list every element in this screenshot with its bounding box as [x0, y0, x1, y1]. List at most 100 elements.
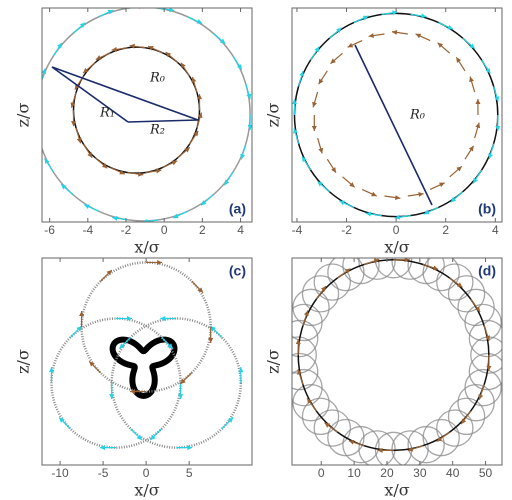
arrow-head	[187, 445, 193, 451]
arrow-head	[180, 378, 186, 384]
arrow-head	[404, 258, 410, 263]
radius-label: R₁	[99, 106, 115, 121]
ring-loop	[342, 258, 380, 285]
arrow-head	[193, 130, 199, 137]
arrow-head	[236, 64, 242, 70]
x-axis-label: x/σ	[134, 238, 159, 257]
arrow-head	[297, 369, 302, 375]
arrow-head	[101, 163, 108, 169]
ring-loop	[468, 352, 502, 391]
x-tick-label: -4	[82, 223, 93, 237]
arrow-head	[436, 436, 443, 442]
arrow-head	[365, 211, 372, 217]
arrow-head	[100, 445, 106, 451]
ring-loop	[457, 383, 495, 422]
arrow-head	[70, 102, 76, 108]
arrow-head	[324, 422, 331, 428]
x-tick-label: 0	[318, 466, 325, 480]
x-tick-label: 5	[186, 466, 193, 480]
ring-loop	[391, 258, 429, 280]
x-axis-label: x/σ	[384, 481, 409, 500]
x-axis-label: x/σ	[134, 481, 159, 500]
arrow-head	[61, 184, 67, 190]
trajectory	[297, 259, 490, 452]
frame	[41, 7, 253, 223]
arrow-head	[472, 177, 478, 184]
plot-area	[48, 259, 244, 451]
ring-loop	[301, 397, 340, 436]
x-tick-label: 0	[161, 223, 168, 237]
ring-loop	[301, 275, 340, 313]
ring-loop	[391, 430, 429, 465]
arrow-head	[155, 168, 162, 174]
arrow-head	[488, 153, 493, 159]
arrow-head	[450, 197, 457, 203]
arrow-head	[44, 158, 50, 164]
ring-loop	[358, 430, 396, 465]
arrow-head	[469, 43, 475, 49]
arrow-head	[84, 204, 90, 209]
arrow-head	[485, 67, 491, 74]
arrow-head	[475, 306, 481, 312]
frame	[41, 257, 253, 466]
arrow-head	[148, 46, 154, 51]
arrow-head	[79, 311, 85, 316]
arrow-head	[87, 152, 93, 158]
arrow-head	[136, 434, 142, 441]
arrow-head	[336, 27, 342, 33]
arrow-head	[112, 215, 118, 221]
y-axis-label: z/σ	[264, 349, 283, 374]
arrow-head	[407, 446, 414, 452]
arrow-head	[129, 43, 135, 49]
arrow-head	[418, 191, 424, 197]
arrow-head	[48, 367, 54, 373]
arrow-head	[83, 67, 89, 74]
arrow-head	[394, 214, 401, 220]
arrow-head	[89, 361, 95, 367]
arrow-head	[107, 9, 114, 15]
plot-area	[36, 8, 252, 222]
radius-label: R₀	[149, 71, 166, 86]
arrow-head	[311, 126, 317, 131]
arrow-head	[439, 182, 445, 188]
arrow-head	[349, 182, 355, 188]
radius-line	[51, 66, 129, 123]
arrow-head	[168, 8, 175, 13]
arrow-head	[197, 94, 202, 100]
frame	[291, 7, 503, 223]
arrow-head	[109, 394, 115, 400]
ring-loop	[436, 409, 474, 447]
arrow-head	[330, 58, 336, 64]
arrow-head	[74, 84, 80, 90]
trajectory	[42, 8, 251, 222]
arrow-head	[478, 394, 484, 400]
ring-loop	[327, 258, 365, 292]
radius-line	[51, 66, 199, 121]
plot-area	[292, 10, 501, 220]
arrow-head	[127, 316, 133, 322]
arrow-head	[138, 171, 144, 177]
arrow-head	[173, 213, 179, 219]
arrow-head	[79, 22, 86, 28]
arrow-head	[392, 10, 398, 16]
plot-area	[292, 258, 502, 465]
ring-loop	[292, 368, 323, 407]
arrow-head	[171, 160, 178, 166]
x-tick-label: 0	[393, 223, 400, 237]
arrow-head	[95, 55, 102, 60]
arrow	[36, 129, 41, 144]
panel-label: (b)	[478, 201, 496, 217]
arrow-head	[59, 417, 65, 423]
x-tick-label: 20	[380, 466, 394, 480]
trajectory	[314, 33, 478, 197]
arrow-head	[197, 112, 203, 119]
arrow-head	[295, 339, 301, 345]
arrow-head	[423, 209, 430, 215]
trajectory	[293, 12, 499, 218]
ring-loop	[436, 263, 474, 301]
arrow-head	[247, 125, 252, 131]
arrow-head	[130, 389, 136, 395]
ring-loop	[447, 397, 486, 436]
radius-label: R₂	[149, 123, 165, 138]
ring-loop	[447, 275, 486, 313]
